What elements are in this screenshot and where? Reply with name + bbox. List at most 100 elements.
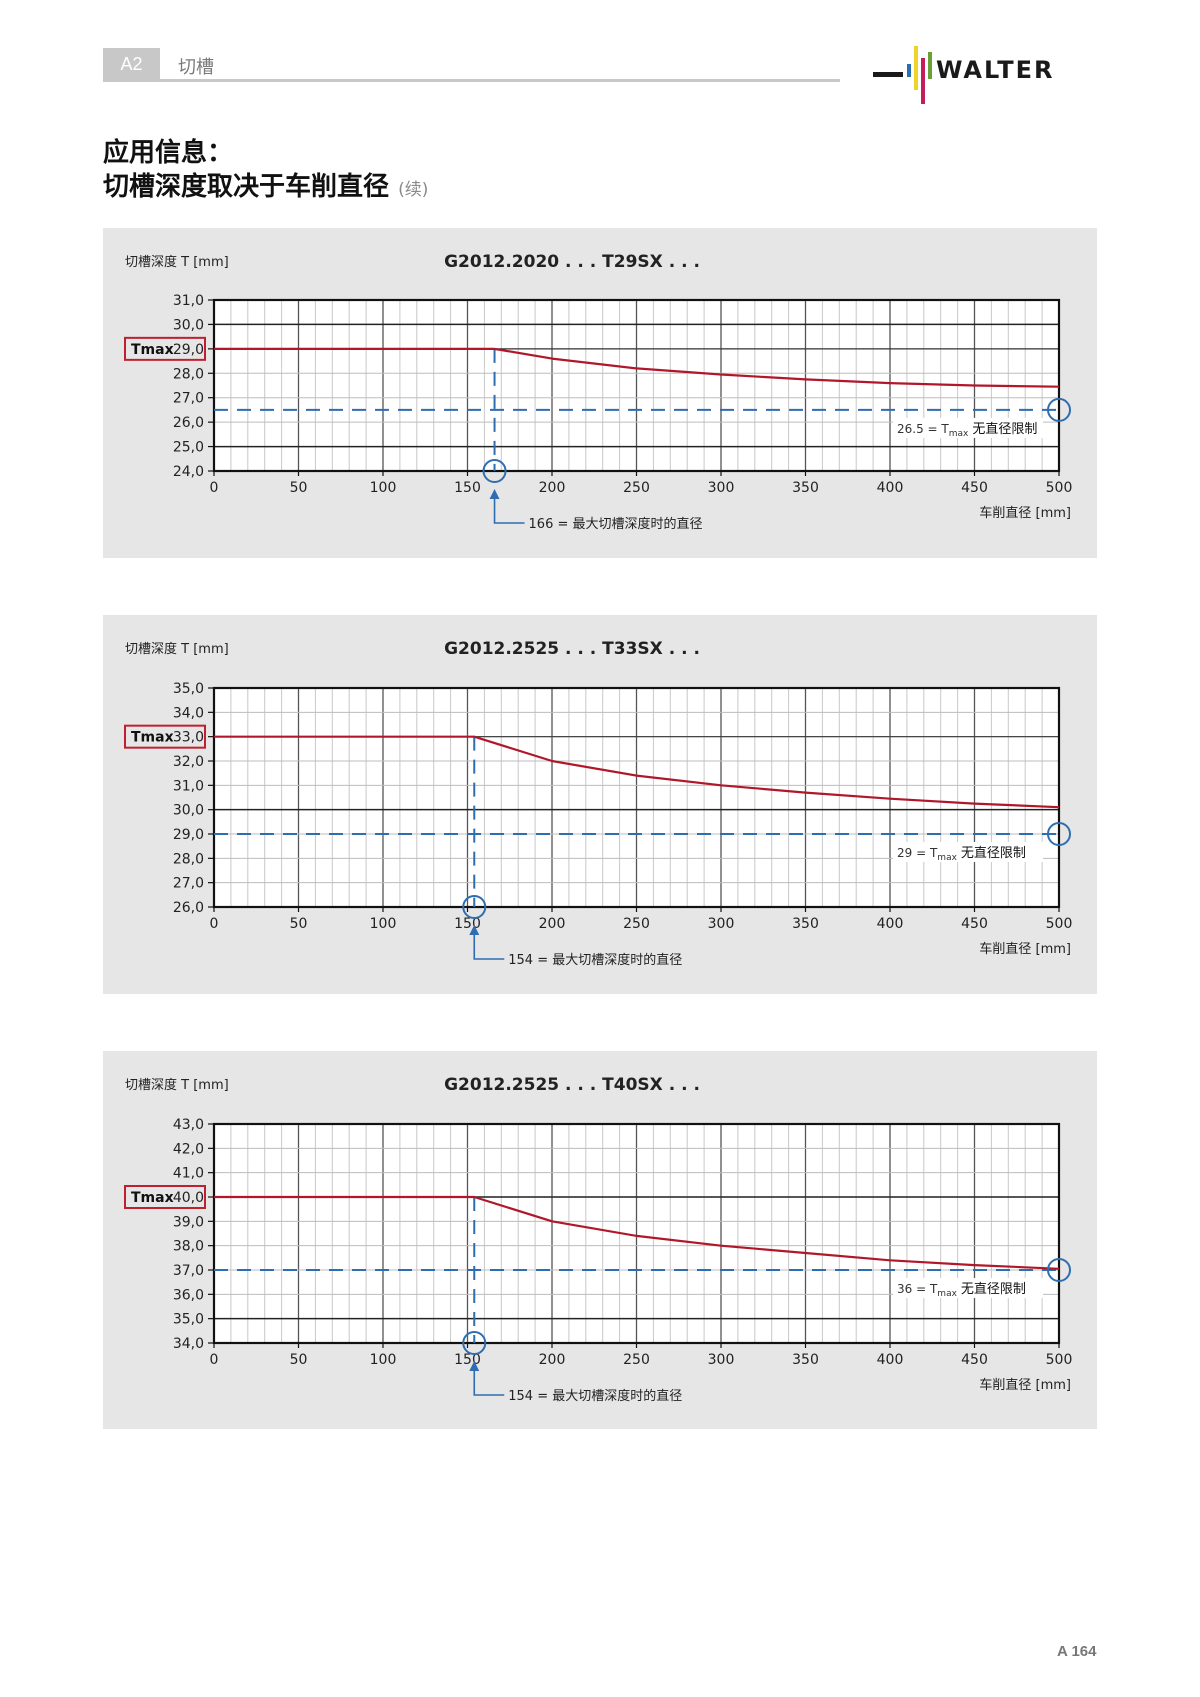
- threshold-marker-circle: [1047, 1258, 1071, 1282]
- diameter-annotation: 154 = 最大切槽深度时的直径: [508, 952, 682, 968]
- y-tick-label: 27,0: [173, 876, 204, 892]
- walter-logo-icon: WALTER: [873, 46, 1055, 104]
- y-tick-label: 26,0: [173, 415, 204, 431]
- x-tick-label: 400: [877, 1352, 904, 1368]
- x-tick-label: 300: [708, 1352, 735, 1368]
- x-axis-label: 车削直径 [mm]: [979, 1377, 1071, 1393]
- y-tick-label: 35,0: [173, 1312, 204, 1328]
- x-tick-label: 0: [210, 916, 219, 932]
- x-axis-label: 车削直径 [mm]: [979, 941, 1071, 957]
- y-tick-label: 25,0: [173, 440, 204, 456]
- tmax-box: [124, 1185, 206, 1209]
- x-tick-label: 500: [1046, 916, 1073, 932]
- threshold-label: 29 = Tmax 无直径限制: [897, 846, 1026, 863]
- y-tick-label: 28,0: [173, 851, 204, 867]
- y-tick-label: 24,0: [173, 464, 204, 480]
- y-tick-label: 26,0: [173, 900, 204, 916]
- chart-svg: 切槽深度 T [mm] G2012.2020 . . . T29SX . . . 2…: [124, 252, 1073, 532]
- chart-title: G2012.2525 . . . T40SX . . .: [444, 1075, 700, 1095]
- y-axis-label: 切槽深度 T [mm]: [125, 254, 229, 270]
- tmax-box: [124, 336, 206, 361]
- x-tick-label: 500: [1046, 1352, 1073, 1368]
- y-tick-label: 40,0: [173, 1190, 204, 1206]
- y-tick-label: 41,0: [173, 1166, 204, 1182]
- y-tick-label: 28,0: [173, 366, 204, 382]
- y-tick-label: 35,0: [173, 681, 204, 697]
- y-tick-label: 39,0: [173, 1214, 204, 1230]
- y-tick-label: 29,0: [173, 827, 204, 843]
- threshold-marker-circle: [1047, 397, 1071, 422]
- y-tick-label: 43,0: [173, 1117, 204, 1133]
- x-tick-label: 350: [792, 916, 819, 932]
- x-tick-label: 250: [623, 916, 650, 932]
- diameter-annotation: 166 = 最大切槽深度时的直径: [529, 516, 703, 532]
- y-tick-label: 31,0: [173, 293, 204, 309]
- y-tick-label: 30,0: [173, 803, 204, 819]
- y-tick-label: 34,0: [173, 705, 204, 721]
- x-tick-label: 450: [961, 1352, 988, 1368]
- chart-panel-t40sx: 切槽深度 T [mm] G2012.2525 . . . T40SX . . . 3…: [103, 1051, 1097, 1429]
- y-tick-label: 30,0: [173, 317, 204, 333]
- page-number: A 164: [1057, 1643, 1097, 1660]
- threshold-label-bg: [893, 1278, 1043, 1298]
- x-tick-label: 300: [708, 480, 735, 496]
- walter-logo: WALTER: [873, 44, 1103, 104]
- x-tick-label: 200: [539, 916, 566, 932]
- page-title-line2: 切槽深度取决于车削直径: [103, 172, 390, 202]
- x-tick-label: 300: [708, 916, 735, 932]
- depth-curve: [214, 735, 1060, 809]
- tmax-label: Tmax: [131, 342, 174, 358]
- x-tick-label: 150: [454, 480, 481, 496]
- y-tick-label: 31,0: [173, 778, 204, 794]
- x-tick-label: 350: [792, 480, 819, 496]
- annotation-leader-line: [473, 933, 505, 960]
- x-tick-label: 100: [370, 1352, 397, 1368]
- x-tick-label: 450: [961, 916, 988, 932]
- y-tick-label: 33,0: [173, 730, 204, 746]
- depth-curve: [214, 1195, 1060, 1270]
- x-tick-label: 350: [792, 1352, 819, 1368]
- tmax-box: [124, 724, 206, 749]
- y-tick-label: 37,0: [173, 1263, 204, 1279]
- up-arrow-icon: [489, 489, 500, 499]
- y-axis-label: 切槽深度 T [mm]: [125, 1077, 229, 1093]
- chart-title: G2012.2020 . . . T29SX . . .: [444, 252, 700, 272]
- threshold-label: 36 = Tmax 无直径限制: [897, 1282, 1026, 1299]
- x-tick-label: 250: [623, 480, 650, 496]
- x-tick-label: 0: [210, 1352, 219, 1368]
- brand-text: WALTER: [936, 56, 1055, 84]
- x-tick-label: 50: [290, 480, 308, 496]
- y-tick-label: 29,0: [173, 342, 204, 358]
- x-tick-label: 100: [370, 480, 397, 496]
- x-tick-label: 400: [877, 916, 904, 932]
- annotation-leader-line: [493, 497, 525, 524]
- tmax-label: Tmax: [131, 730, 174, 746]
- chart-svg: 切槽深度 T [mm] G2012.2525 . . . T40SX . . . 3…: [124, 1075, 1073, 1404]
- x-tick-label: 500: [1046, 480, 1073, 496]
- threshold-label-bg: [893, 842, 1043, 862]
- x-tick-label: 100: [370, 916, 397, 932]
- x-axis-label: 车削直径 [mm]: [979, 505, 1071, 521]
- y-tick-label: 34,0: [173, 1336, 204, 1352]
- diameter-marker-circle: [482, 459, 507, 483]
- header-divider: [103, 79, 840, 82]
- diameter-marker-circle: [462, 1331, 487, 1355]
- chart-title: G2012.2525 . . . T33SX . . .: [444, 639, 700, 659]
- threshold-label-bg: [893, 417, 1043, 438]
- x-tick-label: 400: [877, 480, 904, 496]
- section-tab: A2: [103, 48, 160, 81]
- x-tick-label: 450: [961, 480, 988, 496]
- diameter-marker-circle: [462, 895, 487, 919]
- y-tick-label: 38,0: [173, 1239, 204, 1255]
- x-tick-label: 50: [290, 1352, 308, 1368]
- page-title: 应用信息： 切槽深度取决于车削直径 (续): [103, 136, 428, 207]
- x-tick-label: 200: [539, 480, 566, 496]
- x-tick-label: 0: [210, 480, 219, 496]
- diameter-annotation: 154 = 最大切槽深度时的直径: [508, 1388, 682, 1404]
- annotation-leader-line: [473, 1369, 505, 1396]
- page-title-line1: 应用信息：: [103, 138, 234, 168]
- threshold-label: 26.5 = Tmax 无直径限制: [897, 422, 1037, 439]
- chart-panel-t33sx: 切槽深度 T [mm] G2012.2525 . . . T33SX . . . 2…: [103, 615, 1097, 994]
- x-tick-label: 50: [290, 916, 308, 932]
- y-tick-label: 42,0: [173, 1141, 204, 1157]
